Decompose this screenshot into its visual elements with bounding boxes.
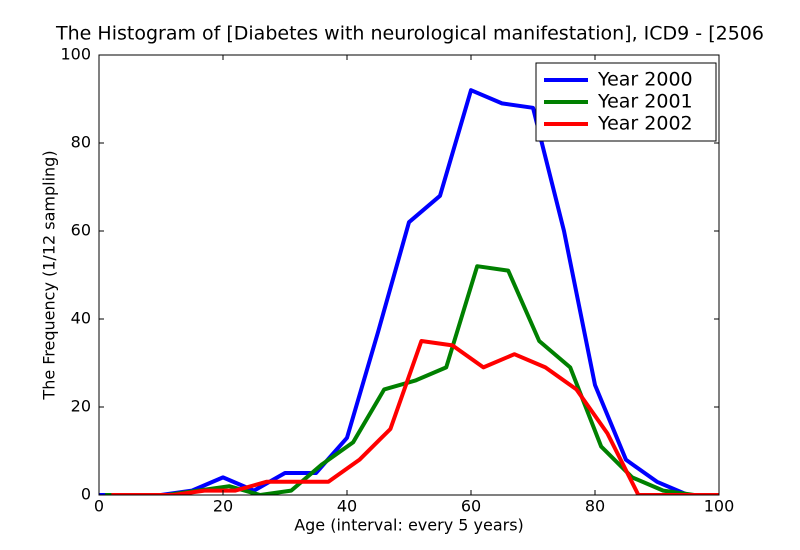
x-tick-label: 0 (94, 497, 104, 516)
legend-label: Year 2000 (597, 69, 693, 91)
y-tick-label: 0 (81, 485, 91, 504)
y-tick-label: 60 (71, 221, 91, 240)
y-tick-label: 80 (71, 133, 91, 152)
legend-label: Year 2001 (597, 91, 693, 113)
y-tick-label: 20 (71, 397, 91, 416)
y-axis-label: The Frequency (1/12 sampling) (40, 150, 59, 400)
legend-label: Year 2002 (597, 113, 693, 135)
x-axis-label: Age (interval: every 5 years) (294, 516, 524, 535)
plot-frame (98, 54, 720, 496)
x-tick-label: 80 (585, 497, 605, 516)
chart-title: The Histogram of [Diabetes with neurolog… (55, 23, 764, 45)
x-tick-label: 60 (461, 497, 481, 516)
y-tick-label: 100 (60, 45, 91, 64)
x-tick-label: 40 (337, 497, 357, 516)
line-series (99, 88, 719, 495)
x-tick-label: 20 (213, 497, 233, 516)
line-series (111, 339, 719, 495)
y-tick-label: 40 (71, 309, 91, 328)
x-tick-label: 100 (704, 497, 735, 516)
